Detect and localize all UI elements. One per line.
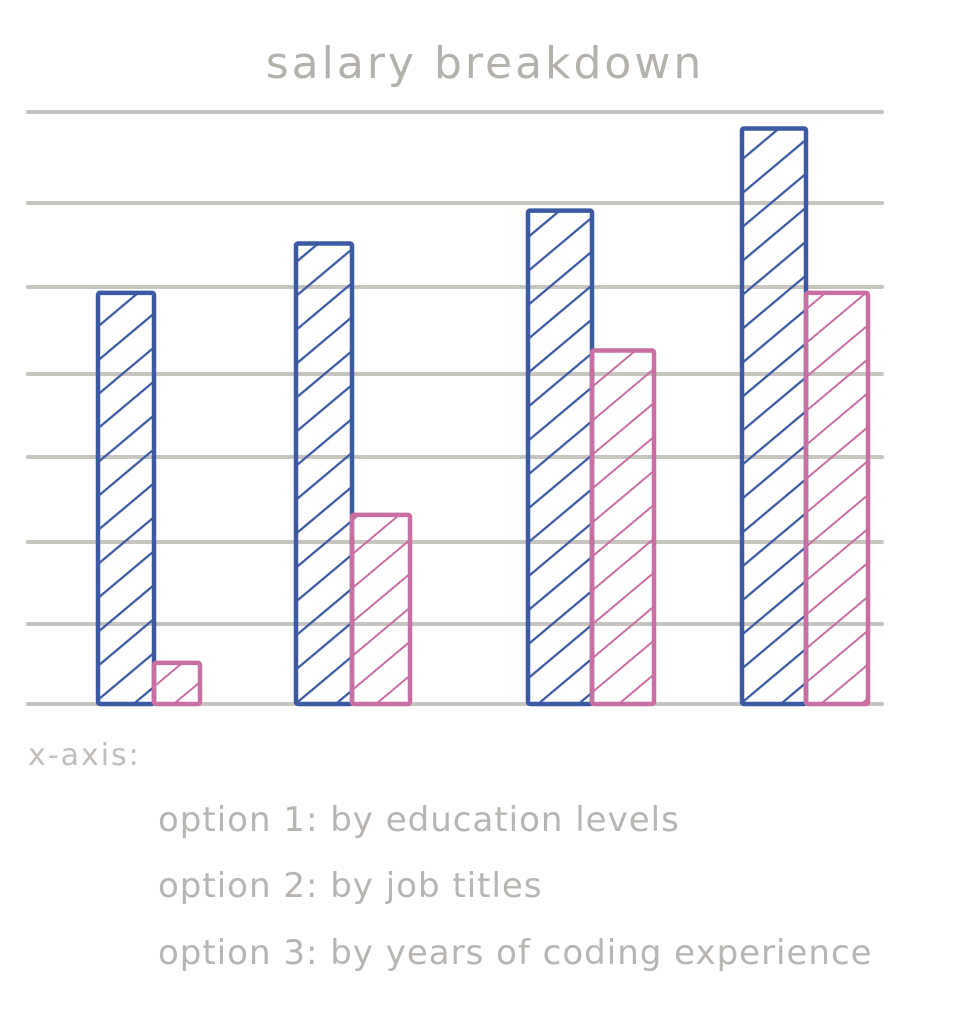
- x-axis-option-3: option 3: by years of coding experience: [158, 933, 873, 973]
- pink-bar-1: [151, 660, 203, 707]
- pink-bar-2: [349, 512, 413, 707]
- bar-chart: [26, 110, 884, 707]
- pink-bar-3: [589, 348, 657, 707]
- gridlines: [26, 110, 884, 706]
- pink-bar-4: [803, 290, 871, 707]
- blue-bar-2: [293, 241, 355, 707]
- x-axis-note-heading: x-axis:: [28, 738, 141, 773]
- blue-bar-4: [739, 126, 809, 707]
- x-axis-option-2: option 2: by job titles: [158, 866, 543, 906]
- blue-bar-1: [95, 290, 157, 707]
- x-axis-option-1: option 1: by education levels: [158, 800, 680, 840]
- bars: [95, 126, 871, 707]
- blue-bar-3: [525, 208, 595, 707]
- chart-title: salary breakdown: [265, 38, 705, 89]
